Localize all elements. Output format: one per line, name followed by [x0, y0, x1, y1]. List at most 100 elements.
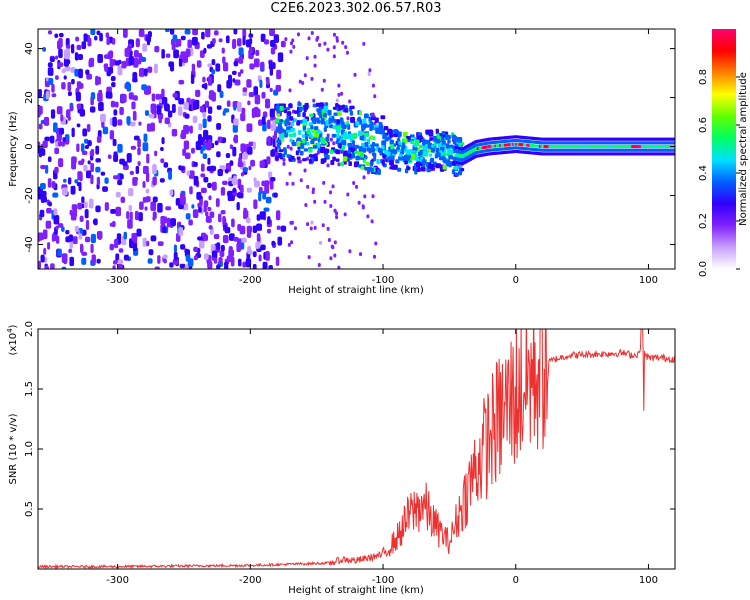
heatmap-cell	[468, 143, 472, 147]
heatmap-cell	[45, 90, 50, 100]
heatmap-cell	[288, 133, 293, 138]
heatmap-cell	[631, 141, 635, 145]
heatmap-cell	[110, 209, 117, 214]
heatmap-cell	[427, 165, 432, 169]
heatmap-cell	[225, 35, 230, 44]
heatmap-cell	[534, 144, 538, 148]
heatmap-cell	[664, 145, 668, 149]
heatmap-cell	[185, 213, 191, 220]
heatmap-cell	[205, 29, 211, 38]
heatmap-cell	[284, 37, 288, 42]
heatmap-cell	[583, 145, 587, 149]
heatmap-cell	[192, 115, 198, 124]
heatmap-cell	[193, 101, 197, 111]
heatmap-cell	[607, 152, 611, 156]
heatmap-cell	[347, 152, 352, 159]
heatmap-cell	[629, 148, 633, 152]
heatmap-cell	[266, 228, 272, 234]
heatmap-cell	[117, 143, 123, 153]
heatmap-cell	[632, 141, 636, 145]
heatmap-cell	[262, 261, 268, 269]
heatmap-cell	[639, 148, 643, 152]
heatmap-cell	[80, 243, 84, 254]
heatmap-cell	[460, 147, 464, 151]
heatmap-cell	[663, 152, 667, 156]
heatmap-cell	[313, 199, 317, 204]
heatmap-cell	[142, 165, 149, 175]
heatmap-cell	[55, 225, 59, 230]
heatmap-cell	[562, 148, 566, 152]
x-tick-label: -100	[372, 275, 395, 286]
heatmap-cell	[302, 158, 307, 162]
heatmap-cell	[605, 148, 609, 152]
heatmap-cell	[184, 152, 191, 159]
heatmap-cell	[346, 116, 350, 121]
heatmap-cell	[81, 158, 85, 163]
heatmap-cell	[289, 49, 293, 54]
heatmap-cell	[343, 212, 347, 217]
heatmap-cell	[85, 69, 90, 75]
heatmap-cell	[505, 150, 509, 154]
heatmap-cell	[233, 134, 239, 144]
heatmap-cell	[478, 146, 482, 150]
heatmap-cell	[369, 161, 373, 167]
heatmap-cell	[112, 138, 117, 147]
heatmap-cell	[411, 155, 415, 161]
heatmap-cell	[267, 119, 271, 130]
heatmap-cell	[664, 152, 668, 156]
heatmap-cell	[106, 37, 110, 45]
heatmap-cell	[404, 138, 408, 144]
heatmap-cell	[193, 246, 199, 253]
heatmap-cell	[45, 164, 49, 174]
heatmap-cell	[211, 38, 216, 44]
heatmap-cell	[278, 149, 284, 153]
heatmap-cell	[81, 251, 88, 256]
heatmap-cell	[38, 141, 41, 147]
heatmap-cell	[478, 143, 482, 147]
heatmap-cell	[645, 141, 649, 145]
heatmap-cell	[613, 145, 617, 149]
heatmap-cell	[524, 150, 528, 154]
heatmap-cell	[128, 204, 133, 212]
heatmap-cell	[537, 137, 541, 141]
heatmap-cell	[511, 142, 515, 146]
heatmap-cell	[494, 140, 498, 144]
heatmap-cell	[113, 153, 119, 162]
heatmap-cell	[645, 148, 649, 152]
heatmap-cell	[133, 50, 139, 58]
heatmap-cell	[177, 106, 183, 116]
heatmap-cell	[114, 175, 119, 180]
heatmap-cell	[332, 54, 336, 59]
heatmap-cell	[666, 145, 670, 149]
heatmap-cell	[337, 162, 341, 167]
heatmap-cell	[462, 154, 466, 158]
heatmap-cell	[205, 211, 209, 217]
heatmap-cell	[64, 66, 71, 72]
heatmap-cell	[96, 30, 101, 36]
heatmap-cell	[672, 137, 675, 141]
heatmap-cell	[620, 145, 624, 149]
heatmap-cell	[95, 166, 101, 173]
heatmap-cell	[109, 222, 115, 227]
heatmap-cell	[464, 160, 468, 164]
heatmap-cell	[613, 148, 617, 152]
heatmap-cell	[489, 137, 493, 141]
heatmap-cell	[126, 116, 131, 125]
heatmap-cell	[289, 116, 294, 121]
heatmap-cell	[569, 152, 573, 156]
heatmap-cell	[486, 141, 490, 145]
heatmap-cell	[593, 145, 597, 149]
heatmap-cell	[468, 154, 472, 158]
heatmap-cell	[252, 251, 257, 258]
heatmap-cell	[341, 139, 347, 145]
heatmap-cell	[591, 141, 595, 145]
heatmap-cell	[279, 135, 284, 139]
heatmap-cell	[413, 147, 418, 151]
heatmap-cell	[126, 211, 130, 220]
heatmap-cell	[652, 141, 656, 145]
heatmap-cell	[532, 147, 536, 151]
heatmap-cell	[183, 124, 189, 135]
heatmap-cell	[472, 141, 476, 145]
heatmap-cell	[445, 143, 450, 149]
heatmap-cell	[467, 144, 471, 148]
